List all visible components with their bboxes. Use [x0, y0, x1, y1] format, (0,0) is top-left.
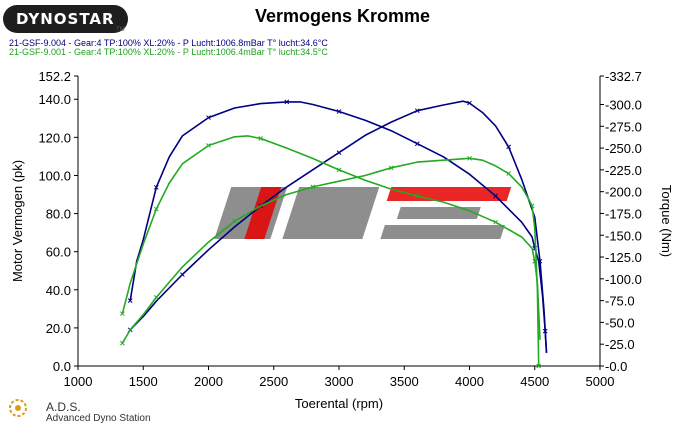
y-left-axis-label: Motor Vermogen (pk) [10, 160, 25, 282]
y-right-tick-label: -75.0 [605, 294, 635, 309]
series-point-marker [206, 143, 211, 148]
series-point-marker [180, 272, 185, 277]
logo-trademark: TM [116, 27, 125, 33]
x-tick-label: 3000 [325, 374, 354, 389]
ads-title: A.D.S. [46, 400, 81, 414]
x-tick-label: 3500 [390, 374, 419, 389]
y-left-tick-label: 100.0 [38, 168, 71, 183]
series-point-marker [127, 298, 133, 303]
series-point-marker [258, 136, 264, 141]
x-tick-label: 1500 [129, 374, 158, 389]
y-right-tick-label: -300.0 [605, 98, 642, 113]
series-point-marker [153, 184, 159, 190]
watermark-logo [214, 187, 512, 239]
x-tick-label: 5000 [586, 374, 615, 389]
y-left-tick-label: 120.0 [38, 130, 71, 145]
x-tick-label: 1000 [64, 374, 93, 389]
watermark-bar-6 [380, 225, 505, 239]
series-point-marker [414, 193, 420, 199]
series-torque-run2-line [121, 135, 541, 340]
series-point-marker [529, 203, 535, 209]
y-left-tick-label: 20.0 [46, 321, 71, 336]
series-point-marker [153, 206, 159, 212]
y-right-axis-label: Torque (Nm) [659, 185, 674, 257]
run1-info: 21-GSF-9.004 - Gear:4 TP:100% XL:20% - P… [9, 38, 328, 48]
series-point-marker [493, 219, 498, 225]
y-right-tick-label: -0.0 [605, 359, 627, 374]
y-right-tick-label: -225.0 [605, 163, 642, 178]
x-tick-label: 4500 [520, 374, 549, 389]
x-tick-label: 2000 [194, 374, 223, 389]
x-axis-label: Toerental (rpm) [295, 396, 383, 411]
series-point-marker [120, 340, 125, 346]
y-left-tick-label: 152.2 [38, 69, 71, 84]
y-right-tick-label: -275.0 [605, 119, 642, 134]
series-point-marker [467, 155, 472, 161]
series-point-marker [506, 171, 512, 176]
series-power-run1-line [129, 100, 548, 353]
y-right-tick-label: -250.0 [605, 141, 642, 156]
series-point-marker [414, 141, 420, 147]
series-point-marker [232, 218, 237, 224]
series-point-marker [310, 184, 316, 190]
run2-info: 21-GSF-9.001 - Gear:4 TP:100% XL:20% - P… [9, 47, 328, 57]
x-tick-label: 2500 [259, 374, 288, 389]
y-right-tick-label: -175.0 [605, 206, 642, 221]
series-point-marker [336, 167, 342, 173]
dynostar-logo: DYNOSTAR [3, 5, 128, 33]
y-right-tick-label: -50.0 [605, 315, 635, 330]
series-point-marker [284, 99, 290, 105]
y-right-tick-label: -332.7 [605, 69, 642, 84]
y-left-tick-label: 140.0 [38, 92, 71, 107]
series-point-marker [493, 193, 498, 199]
y-left-tick-label: 40.0 [46, 283, 71, 298]
y-right-tick-label: -125.0 [605, 250, 642, 265]
y-left-tick-label: 60.0 [46, 245, 71, 260]
y-right-tick-label: -200.0 [605, 185, 642, 200]
watermark-bar-3 [282, 187, 380, 239]
logo-text: DYNOSTAR [16, 10, 115, 28]
series-point-marker [120, 311, 125, 317]
y-right-tick-label: -100.0 [605, 272, 642, 287]
series-point-marker [153, 295, 159, 300]
series-point-marker [336, 109, 342, 114]
series-point-marker [467, 100, 472, 106]
series-point-marker [537, 258, 543, 264]
series-torque-run1-line [129, 101, 548, 353]
chart-title: Vermogens Kromme [254, 6, 431, 26]
y-left-tick-label: 0.0 [53, 359, 71, 374]
watermark-bar-5 [396, 207, 481, 219]
x-tick-label: 4000 [455, 374, 484, 389]
series-point-marker [506, 144, 512, 150]
series-point-marker [336, 150, 342, 155]
watermark-bar-2 [244, 187, 282, 239]
series-point-marker [388, 165, 394, 171]
ads-subtitle: Advanced Dyno Station [46, 413, 151, 424]
ads-icon [9, 399, 27, 417]
series-point-marker [414, 108, 420, 114]
watermark-bar-4 [386, 187, 512, 201]
y-right-tick-label: -150.0 [605, 228, 642, 243]
series-point-marker [536, 363, 542, 369]
y-left-tick-label: 80.0 [46, 207, 71, 222]
series-point-marker [206, 115, 211, 120]
y-right-tick-label: -25.0 [605, 337, 635, 352]
